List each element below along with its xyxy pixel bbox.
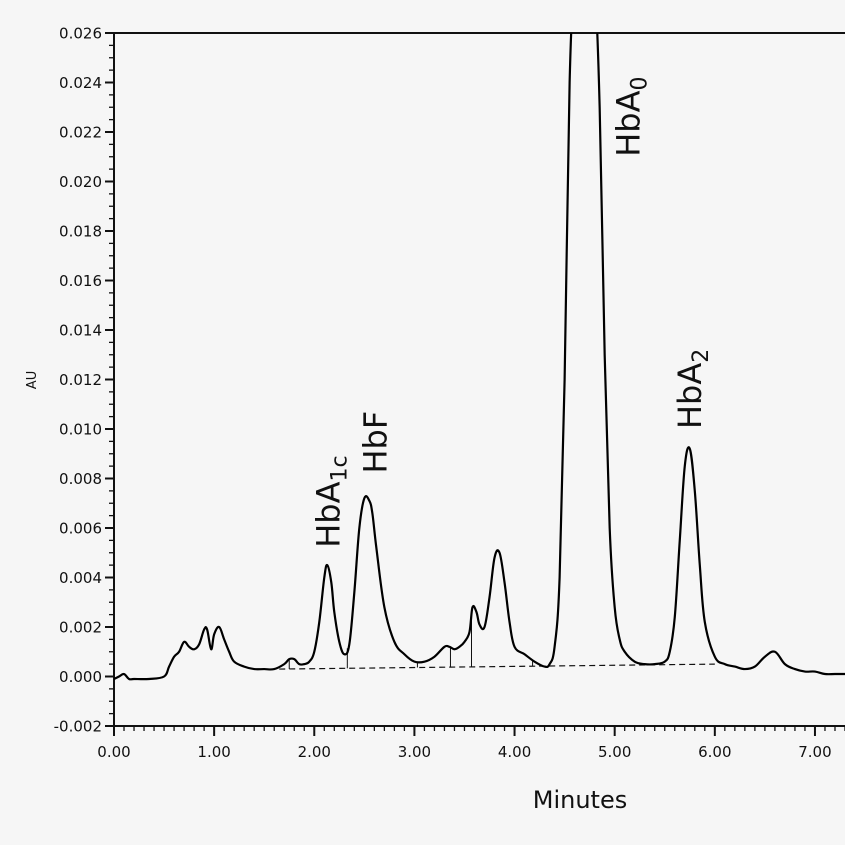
axis-ticks [105, 32, 845, 736]
x-tick-label: 6.00 [698, 743, 731, 761]
y-tick-label: 0.022 [59, 124, 102, 142]
y-tick-label: 0.020 [59, 173, 102, 191]
chromatogram-trace [114, 33, 845, 681]
peak-label: HbA1c [309, 455, 352, 547]
y-tick-label: -0.002 [54, 718, 102, 736]
y-tick-label: 0.016 [59, 272, 102, 290]
y-tick-label: 0.006 [59, 520, 102, 538]
x-axis-title: Minutes [533, 786, 627, 814]
x-tick-label: 1.00 [197, 743, 230, 761]
y-tick-label: 0.026 [59, 25, 102, 43]
peak-label: HbF [356, 411, 394, 474]
plot-area [114, 33, 845, 681]
y-axis-title: AU [25, 371, 40, 389]
x-tick-label: 4.00 [498, 743, 531, 761]
y-tick-label: 0.002 [59, 619, 102, 637]
y-tick-label: 0.000 [59, 668, 102, 686]
x-tick-label: 5.00 [598, 743, 631, 761]
x-tick-label: 2.00 [298, 743, 331, 761]
x-tick-label: 7.00 [798, 743, 831, 761]
y-tick-label: 0.012 [59, 371, 102, 389]
y-tick-label: 0.004 [59, 569, 102, 587]
y-tick-label: 0.008 [59, 470, 102, 488]
x-tick-label: 0.00 [97, 743, 130, 761]
y-tick-label: 0.024 [59, 74, 102, 92]
tick-labels: -0.002 0.000 0.002 0.004 0.006 0.008 0.010 0.01… [54, 25, 832, 762]
x-tick-label: 3.00 [398, 743, 431, 761]
peak-label: HbA0 [610, 77, 653, 157]
y-tick-label: 0.010 [59, 421, 102, 439]
peak-label: HbA2 [671, 349, 714, 429]
y-tick-label: 0.018 [59, 223, 102, 241]
y-tick-label: 0.014 [59, 322, 102, 340]
